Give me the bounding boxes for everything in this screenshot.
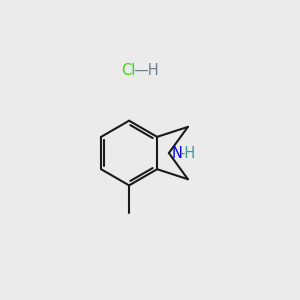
- Text: N: N: [171, 146, 182, 160]
- Text: -H: -H: [179, 146, 195, 160]
- Text: Cl: Cl: [121, 63, 135, 78]
- Text: —H: —H: [133, 63, 159, 78]
